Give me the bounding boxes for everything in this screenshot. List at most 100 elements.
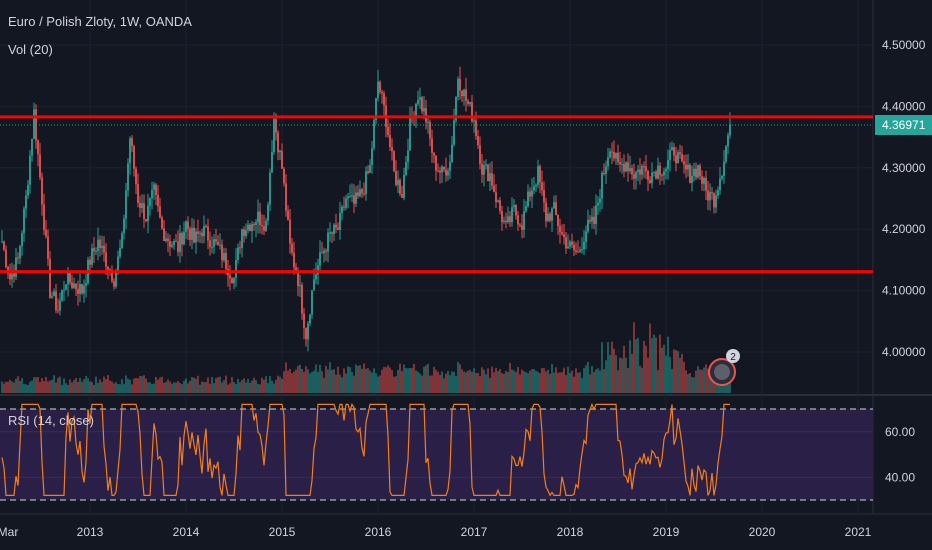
candle-body — [365, 171, 367, 195]
volume-bar — [635, 339, 637, 393]
volume-bar — [135, 377, 137, 393]
time-axis-label: Mar — [0, 525, 18, 539]
volume-bar — [259, 384, 261, 393]
candle-body — [217, 241, 219, 245]
volume-bar — [225, 375, 227, 393]
candle-body — [95, 250, 97, 252]
volume-bar — [285, 362, 287, 393]
candle-body — [455, 97, 457, 121]
candle-body — [425, 108, 427, 123]
volume-bar — [171, 383, 173, 393]
volume-bar — [345, 373, 347, 393]
candle-body — [609, 151, 611, 158]
candle-body — [53, 291, 55, 297]
volume-bar — [459, 364, 461, 393]
candle-body — [437, 170, 439, 172]
volume-legend[interactable]: Vol (20) — [8, 42, 53, 57]
volume-bar — [119, 384, 121, 393]
volume-bar — [553, 372, 555, 393]
volume-bar — [631, 353, 633, 393]
volume-bar — [323, 377, 325, 393]
volume-bar — [455, 376, 457, 393]
candle-body — [199, 232, 201, 234]
candle-body — [159, 206, 161, 218]
volume-bar — [53, 375, 55, 393]
candle-body — [503, 220, 505, 222]
candle-body — [11, 273, 13, 280]
candle-body — [499, 200, 501, 211]
volume-bar — [435, 369, 437, 393]
candle-body — [491, 173, 493, 186]
candle-body — [489, 173, 491, 182]
volume-bar — [67, 384, 69, 393]
candle-body — [77, 289, 79, 294]
volume-bar — [215, 377, 217, 393]
candle-body — [377, 81, 379, 99]
volume-bar — [333, 369, 335, 393]
volume-bar — [555, 367, 557, 393]
candle-body — [493, 185, 495, 193]
candle-body — [41, 177, 43, 205]
volume-bar — [33, 377, 35, 393]
candle-body — [685, 164, 687, 170]
candle-body — [339, 212, 341, 230]
volume-bar — [339, 374, 341, 393]
candle-body — [579, 249, 581, 252]
candle-body — [409, 116, 411, 151]
time-axis-label: 2018 — [557, 525, 584, 539]
volume-bar — [581, 378, 583, 393]
rsi-legend[interactable]: RSI (14, close) — [8, 413, 94, 428]
candle-body — [39, 154, 41, 178]
candle-body — [473, 120, 475, 122]
candle-body — [101, 245, 103, 248]
volume-bar — [701, 369, 703, 393]
candle-body — [269, 172, 271, 205]
volume-bar — [681, 353, 683, 393]
volume-bar — [293, 371, 295, 393]
candle-body — [691, 175, 693, 183]
candle-body — [287, 210, 289, 220]
candle-body — [331, 232, 333, 234]
candle-body — [27, 184, 29, 196]
volume-bar — [469, 369, 471, 393]
candle-body — [285, 183, 287, 211]
volume-bar — [411, 368, 413, 393]
price-tick-label: 4.50000 — [882, 38, 926, 52]
symbol-title[interactable]: Euro / Polish Zloty, 1W, OANDA — [8, 14, 192, 29]
candle-body — [195, 231, 197, 243]
candle-body — [303, 313, 305, 328]
volume-bar — [603, 369, 605, 393]
candle-body — [419, 97, 421, 100]
candle-body — [129, 138, 131, 164]
volume-bar — [125, 375, 127, 393]
volume-bar — [35, 377, 37, 393]
candle-body — [575, 250, 577, 252]
candle-body — [261, 225, 263, 227]
alert-badge-icon[interactable] — [714, 364, 730, 380]
price-tick-label: 4.10000 — [882, 284, 926, 298]
volume-bar — [239, 382, 241, 393]
volume-bar — [291, 373, 293, 393]
candle-body — [47, 236, 49, 259]
price-tick-label: 4.40000 — [882, 99, 926, 113]
candle-body — [461, 90, 463, 97]
volume-bar — [627, 368, 629, 393]
volume-bar — [129, 379, 131, 393]
volume-bar — [649, 323, 651, 393]
candle-body — [361, 189, 363, 194]
volume-bar — [169, 381, 171, 393]
candle-body — [307, 323, 309, 340]
candle-body — [329, 232, 331, 234]
volume-bar — [253, 377, 255, 393]
volume-bar — [211, 377, 213, 393]
volume-bar — [401, 371, 403, 393]
volume-bar — [247, 378, 249, 393]
horizontal-levels[interactable] — [0, 115, 873, 274]
volume-bar — [607, 342, 609, 393]
volume-bar — [563, 367, 565, 393]
volume-bar — [471, 371, 473, 393]
volume-bar — [365, 368, 367, 393]
candle-body — [91, 248, 93, 265]
